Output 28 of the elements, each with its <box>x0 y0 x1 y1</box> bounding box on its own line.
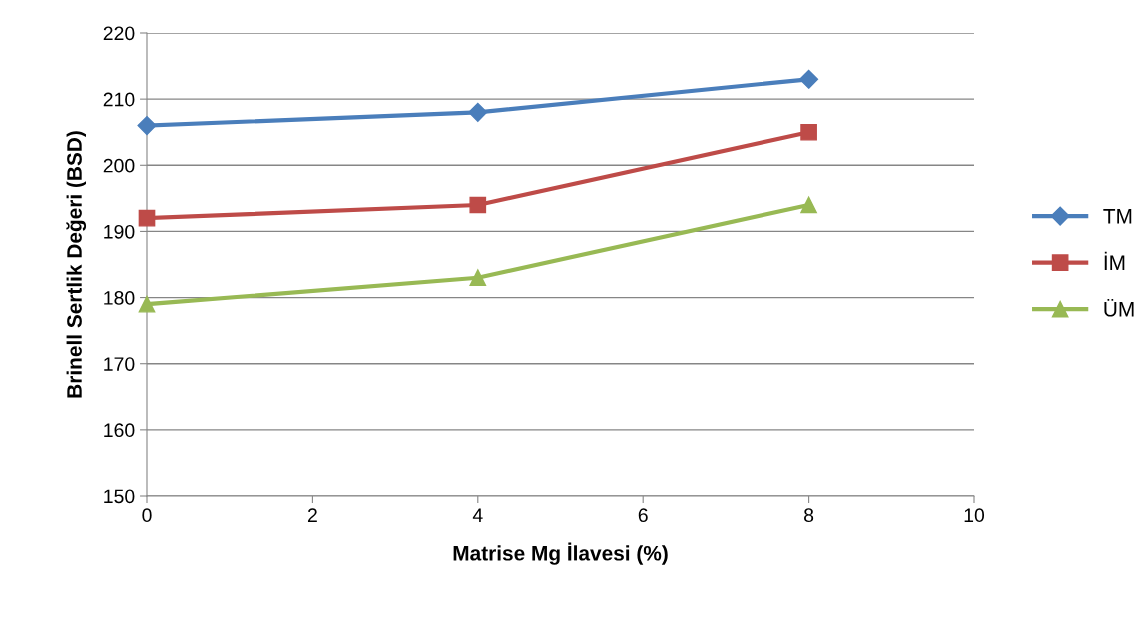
legend-label: ÜM <box>1104 298 1134 317</box>
point <box>799 69 819 89</box>
y-tick-label: 200 <box>103 158 135 173</box>
point <box>469 269 487 287</box>
y-tick-label: 180 <box>104 291 135 305</box>
y-tick-label: 220 <box>103 26 135 41</box>
point <box>138 295 156 313</box>
x-tick-label: 2 <box>307 508 317 522</box>
y-axis-title: Brinell Sertlik Değeri (BSD) <box>66 131 87 398</box>
x-tick-label: 4 <box>472 508 483 522</box>
point <box>138 209 156 227</box>
y-tick-label: 190 <box>104 224 135 239</box>
point <box>800 123 817 141</box>
point <box>468 102 488 122</box>
x-axis-title: Matrise Mg İlavesi (%) <box>453 542 668 565</box>
x-tick-label: 0 <box>142 508 152 523</box>
point <box>469 196 487 214</box>
legend-label: TM <box>1103 209 1132 224</box>
y-tick-label: 150 <box>104 489 135 504</box>
x-tick-label: 8 <box>804 508 814 523</box>
point <box>137 116 157 136</box>
x-tick-label: 6 <box>638 508 648 523</box>
y-tick-label: 210 <box>103 92 135 107</box>
legend-label: İM <box>1104 251 1125 270</box>
y-tick-label: 160 <box>104 423 135 438</box>
point <box>800 196 817 214</box>
y-tick-label: 170 <box>104 357 135 371</box>
x-tick-label: 10 <box>964 508 985 523</box>
